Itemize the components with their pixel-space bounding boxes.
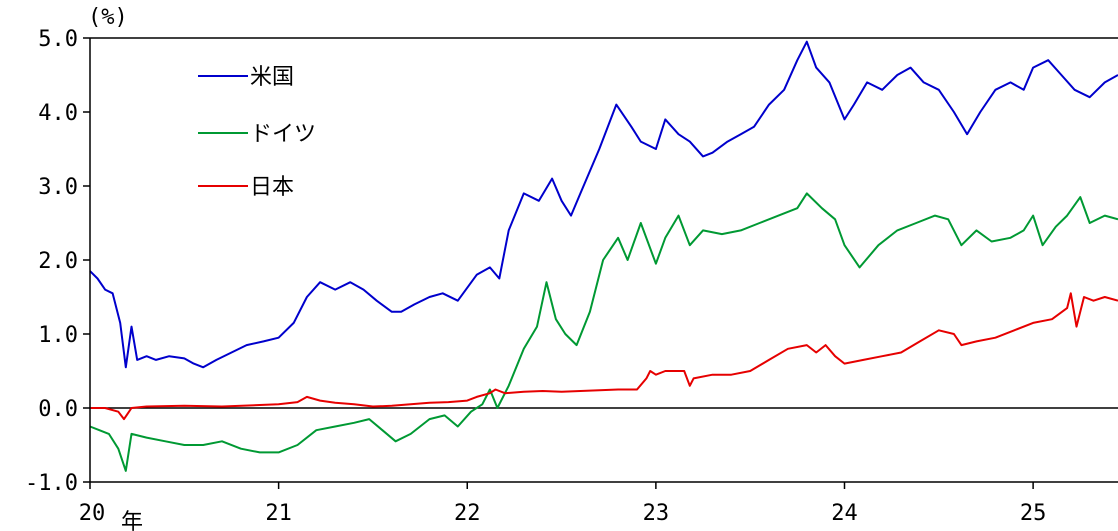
y-tick-label: 4.0 [38,101,78,126]
series-lines [89,40,1118,472]
x-tick-label: 25 [1020,501,1047,526]
series-line-0 [89,40,1118,369]
y-axis-unit-label: (%) [88,5,128,30]
x-tick-label: 21 [265,501,292,526]
legend-label: 米国 [250,65,294,90]
legend-label: 日本 [250,175,294,200]
x-axis-unit-label: 年 [121,510,143,531]
x-axis-ticks: 20 21 22 23 24 25 [79,482,1047,526]
series-line-2 [90,292,1118,421]
y-tick-label: 5.0 [38,27,78,52]
x-tick-label: 24 [831,501,858,526]
y-axis-ticks: 5.0 4.0 3.0 2.0 1.0 0.0 -1.0 [25,27,90,496]
series-line-1 [89,192,1118,472]
x-tick-label: 20 [79,501,106,526]
y-tick-label: 1.0 [38,323,78,348]
x-tick-label: 23 [643,501,670,526]
y-tick-label: 3.0 [38,175,78,200]
y-tick-label: 0.0 [38,397,78,422]
legend-label: ドイツ [250,122,316,147]
y-tick-label: -1.0 [25,471,78,496]
axes-frame [89,37,1118,483]
y-tick-label: 2.0 [38,249,78,274]
x-tick-label: 22 [454,501,481,526]
